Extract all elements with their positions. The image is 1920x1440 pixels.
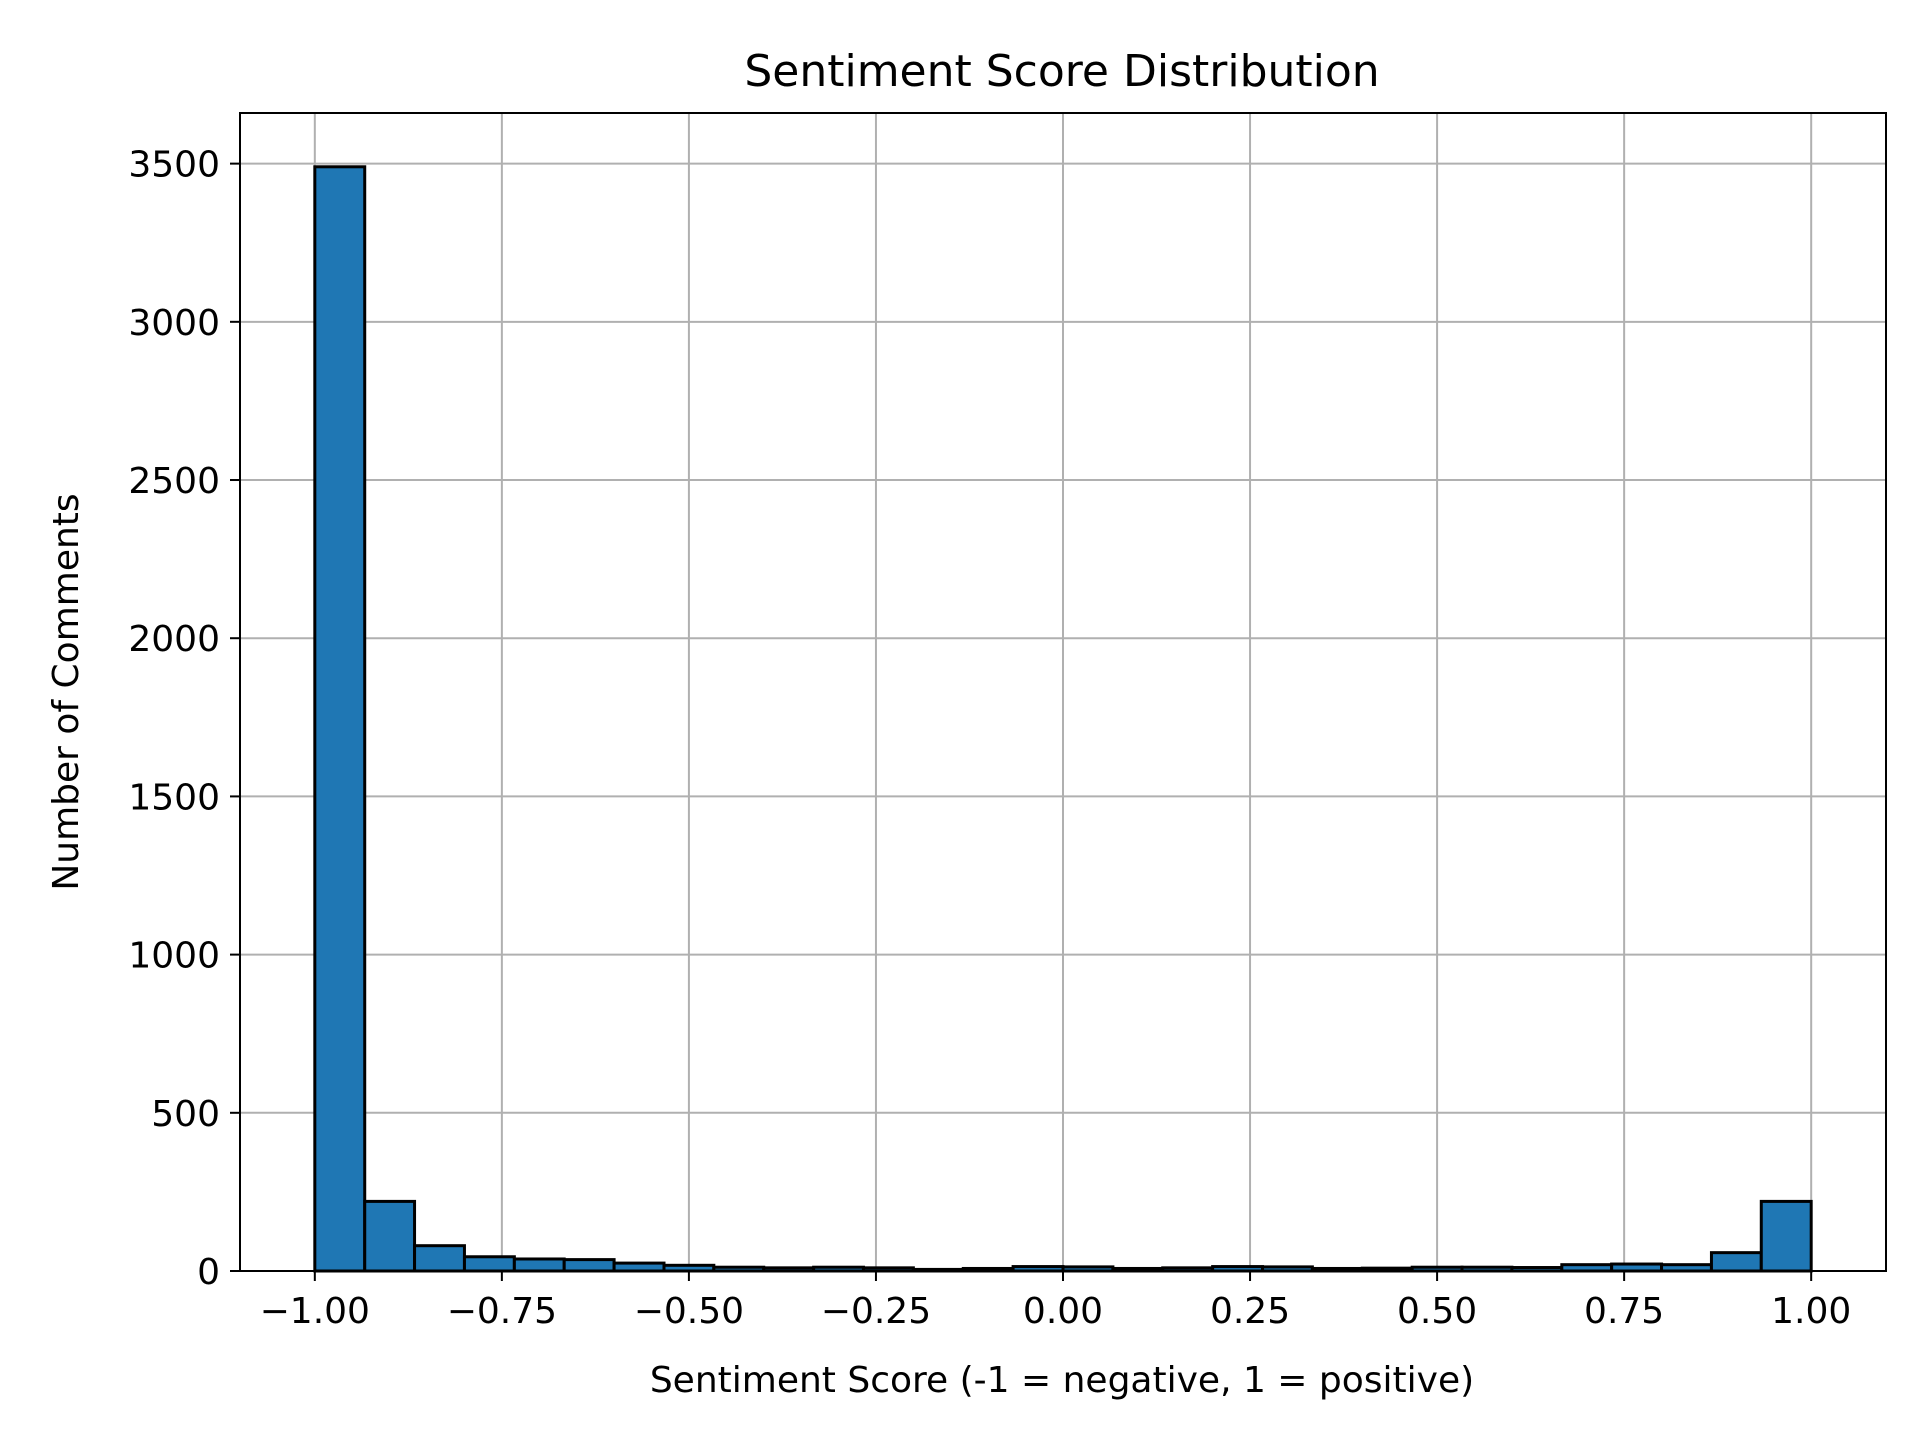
x-axis-label: Sentiment Score (-1 = negative, 1 = posi…: [650, 1360, 1474, 1401]
histogram-bar: [612, 1261, 666, 1273]
histogram-bar: [1610, 1262, 1664, 1273]
x-tick-label: 0.00: [1023, 1291, 1103, 1332]
histogram-bar: [1709, 1251, 1763, 1273]
y-tick-label: 1000: [128, 936, 220, 977]
histogram-bars: [313, 165, 1813, 1273]
chart-title: Sentiment Score Distribution: [744, 46, 1379, 97]
histogram-bar: [413, 1244, 466, 1273]
x-tick-label: 0.25: [1210, 1291, 1290, 1332]
y-tick-label: 2000: [128, 619, 220, 660]
histogram-bar: [562, 1258, 616, 1273]
histogram-bar: [313, 165, 367, 1273]
y-tick-label: 3500: [128, 145, 220, 186]
grid-lines: [240, 113, 1886, 1272]
y-tick-label: 0: [197, 1252, 220, 1293]
x-tick-label: 0.75: [1584, 1291, 1664, 1332]
y-tick-label: 3000: [128, 303, 220, 344]
x-tick-label: 0.50: [1397, 1291, 1477, 1332]
x-axis-ticks: −1.00 −0.75 −0.50 −0.25 0.00 0.25 0.50 0.75 1.00: [260, 1271, 1851, 1332]
x-tick-label: 1.00: [1771, 1291, 1851, 1332]
y-tick-label: 1500: [128, 777, 220, 818]
y-axis-label: Number of Comments: [46, 493, 87, 890]
y-tick-label: 2500: [128, 461, 220, 502]
x-tick-label: −0.75: [447, 1291, 557, 1332]
x-tick-label: −0.50: [634, 1291, 744, 1332]
x-tick-label: −1.00: [260, 1291, 370, 1332]
histogram-bar: [512, 1257, 566, 1273]
histogram-bar: [462, 1255, 516, 1273]
histogram-bar: [363, 1199, 417, 1273]
y-axis-ticks: 0 500 1000 1500 2000 2500 3000 3500: [128, 145, 240, 1293]
histogram-bar: [1759, 1199, 1813, 1273]
y-tick-label: 500: [151, 1094, 220, 1135]
x-tick-label: −0.25: [821, 1291, 931, 1332]
